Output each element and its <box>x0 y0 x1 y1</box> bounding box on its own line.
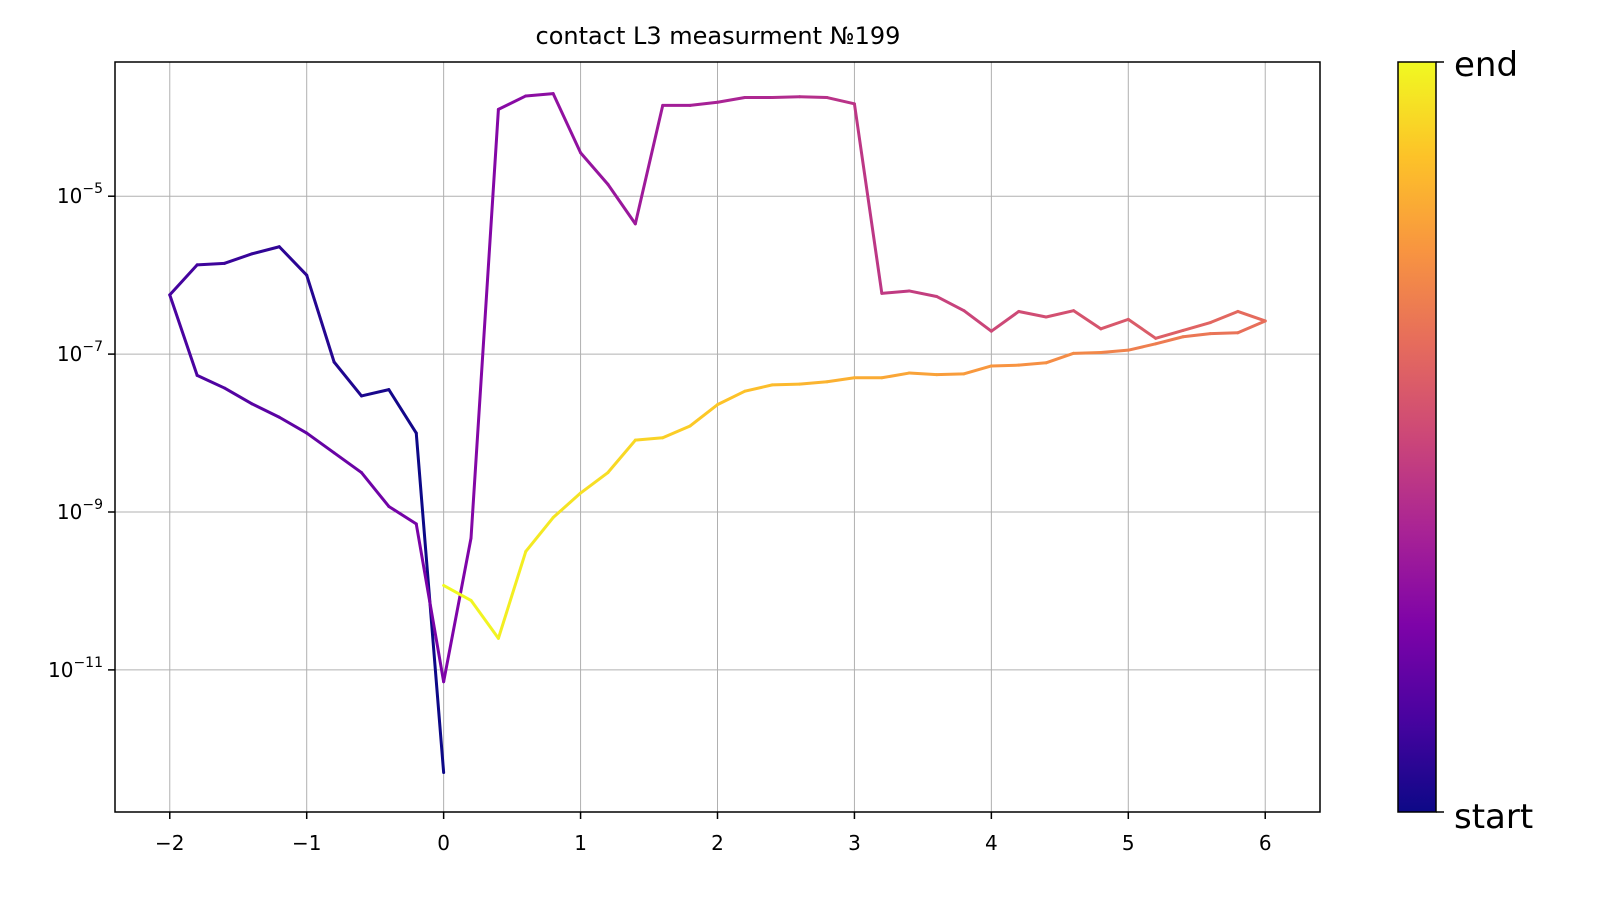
series-segment <box>633 436 665 442</box>
series-segment <box>524 92 555 98</box>
series-segment <box>551 92 583 155</box>
x-tick-label: 0 <box>437 831 450 855</box>
series-segment <box>223 386 254 406</box>
x-tick-label: −2 <box>155 831 184 855</box>
series-segment <box>716 389 747 407</box>
series-segment <box>606 438 637 475</box>
x-axis: −2 −1 0 1 2 3 4 5 6 <box>155 812 1272 855</box>
series-segment <box>798 95 829 100</box>
series-segment <box>442 583 473 602</box>
series-segment <box>1236 319 1267 335</box>
series-segment <box>852 102 884 295</box>
series-segment <box>688 100 719 107</box>
y-tick-label: 10−5 <box>57 181 103 208</box>
y-tick-label: 10−11 <box>48 655 103 682</box>
series-segment <box>1154 335 1185 346</box>
series-segment <box>551 491 583 520</box>
series-segment <box>305 431 336 455</box>
series-segment <box>1099 317 1130 331</box>
series-segment <box>496 549 528 640</box>
series-segment <box>414 522 446 684</box>
y-axis: 10−11 10−9 10−7 10−5 <box>48 181 115 682</box>
series-segment <box>1236 309 1267 323</box>
series-segment <box>743 383 774 393</box>
series-segment <box>1072 351 1103 355</box>
series-segment <box>469 107 500 540</box>
series-segment <box>989 363 1021 368</box>
series-segment <box>332 360 363 398</box>
series-segment <box>1044 351 1076 365</box>
series-segment <box>880 371 911 380</box>
series-segment <box>907 371 939 377</box>
series-segment <box>579 151 610 186</box>
series-segment <box>1017 309 1048 319</box>
series-segment <box>579 471 610 495</box>
series-segment <box>716 96 747 104</box>
series-segment <box>277 245 309 277</box>
x-tick-label: 5 <box>1122 831 1135 855</box>
series-segment <box>825 376 856 384</box>
series-segment <box>825 96 856 106</box>
y-tick-label: 10−7 <box>57 339 103 366</box>
colorbar-start-label: start <box>1454 797 1533 837</box>
x-tick-label: 1 <box>574 831 587 855</box>
series-segment <box>305 273 336 364</box>
colorbar-end-label: end <box>1454 45 1518 85</box>
series-segment <box>387 388 418 435</box>
series-segment <box>770 382 802 387</box>
series-segment <box>935 294 966 313</box>
colorbar <box>1397 61 1437 813</box>
x-tick-label: −1 <box>292 831 321 855</box>
series-segment <box>1017 361 1048 367</box>
series-segment <box>442 536 473 684</box>
series-segment <box>1126 317 1158 340</box>
series-segment <box>223 252 254 265</box>
series-segment <box>332 451 363 475</box>
grid <box>115 62 1320 812</box>
series-segment <box>907 289 939 298</box>
series-segment <box>962 364 993 376</box>
series-segment <box>1154 328 1185 340</box>
series-segment <box>168 293 199 377</box>
x-tick-label: 3 <box>848 831 861 855</box>
series-segment <box>661 424 692 440</box>
series-segment <box>469 598 500 640</box>
series-segment <box>1208 309 1240 325</box>
x-tick-label: 2 <box>711 831 724 855</box>
series-segment <box>359 388 391 398</box>
series-segment <box>798 380 829 386</box>
series-segment <box>277 415 309 435</box>
series-segment <box>989 309 1021 333</box>
series-segment <box>962 309 993 333</box>
series-segment <box>1072 309 1103 331</box>
series-segment <box>935 372 966 377</box>
series-segment <box>1044 309 1076 319</box>
series-segment <box>1181 332 1212 339</box>
data-lines <box>168 92 1267 775</box>
series-segment <box>250 245 281 256</box>
series-segment <box>1126 342 1158 352</box>
series-segment <box>1208 331 1240 336</box>
series-segment <box>880 289 911 295</box>
y-tick-label: 10−9 <box>57 497 103 524</box>
series-segment <box>496 94 528 111</box>
series-segment <box>770 95 802 100</box>
x-tick-label: 6 <box>1259 831 1272 855</box>
series-segment <box>606 182 637 226</box>
series-segment <box>633 103 665 226</box>
series-segment <box>359 471 391 508</box>
series-segment <box>250 402 281 419</box>
series-segment <box>1181 321 1212 332</box>
chart-title: contact L3 measurment №199 <box>536 22 901 50</box>
series-segment <box>688 403 719 428</box>
series-segment <box>195 373 227 390</box>
series-segment <box>168 263 199 297</box>
series-segment <box>387 504 418 526</box>
series-segment <box>524 516 555 553</box>
x-tick-label: 4 <box>985 831 998 855</box>
series-segment <box>195 261 227 267</box>
series-segment <box>1099 348 1130 355</box>
